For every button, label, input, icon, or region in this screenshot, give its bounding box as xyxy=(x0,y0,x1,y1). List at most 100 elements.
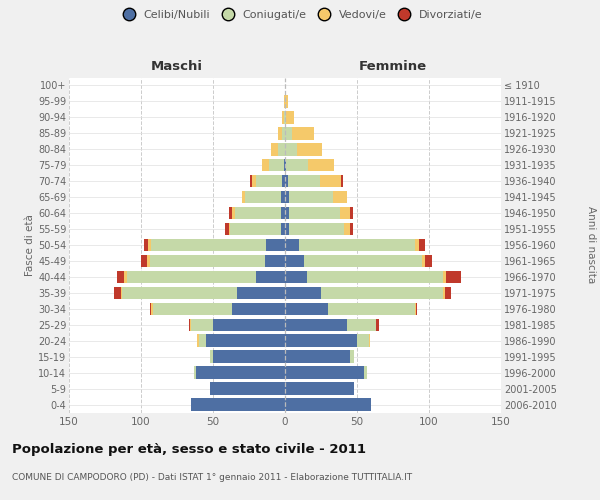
Bar xyxy=(149,254,265,267)
Bar xyxy=(425,254,432,267)
Bar xyxy=(213,318,285,331)
Bar xyxy=(147,254,149,267)
Bar xyxy=(443,286,445,299)
Bar xyxy=(307,270,443,283)
Bar xyxy=(144,239,148,251)
Bar xyxy=(224,223,229,235)
Bar xyxy=(286,111,293,124)
Bar xyxy=(265,254,285,267)
Bar xyxy=(269,159,284,172)
Bar xyxy=(191,398,285,410)
Bar xyxy=(151,302,152,315)
Bar xyxy=(350,350,354,363)
Bar xyxy=(152,302,232,315)
Bar xyxy=(188,318,190,331)
Bar xyxy=(285,143,296,156)
Bar xyxy=(289,223,344,235)
Text: Popolazione per età, sesso e stato civile - 2011: Popolazione per età, sesso e stato civil… xyxy=(12,442,366,456)
Bar xyxy=(127,270,256,283)
Bar xyxy=(419,239,425,251)
Bar xyxy=(210,382,285,395)
Bar xyxy=(197,334,199,347)
Bar xyxy=(415,302,416,315)
Bar xyxy=(285,254,304,267)
Bar xyxy=(320,175,341,188)
Bar xyxy=(262,159,269,172)
Bar xyxy=(206,334,285,347)
Bar xyxy=(210,350,213,363)
Bar xyxy=(285,318,347,331)
Bar xyxy=(196,366,285,379)
Bar xyxy=(284,159,285,172)
Bar xyxy=(443,270,446,283)
Bar xyxy=(364,366,367,379)
Bar xyxy=(357,334,368,347)
Text: Femmine: Femmine xyxy=(359,60,427,72)
Bar xyxy=(285,366,364,379)
Bar xyxy=(229,223,230,235)
Bar xyxy=(191,318,213,331)
Bar xyxy=(415,239,419,251)
Bar xyxy=(350,223,353,235)
Bar xyxy=(285,95,288,108)
Bar xyxy=(149,302,151,315)
Bar xyxy=(256,270,285,283)
Bar xyxy=(266,239,285,251)
Bar xyxy=(213,350,285,363)
Bar xyxy=(285,191,289,203)
Bar xyxy=(271,143,278,156)
Bar xyxy=(344,223,350,235)
Bar xyxy=(368,334,370,347)
Bar xyxy=(347,318,376,331)
Bar xyxy=(422,254,425,267)
Bar xyxy=(416,302,418,315)
Bar xyxy=(284,111,285,124)
Bar xyxy=(328,302,415,315)
Bar xyxy=(286,159,308,172)
Bar xyxy=(285,159,286,172)
Bar xyxy=(296,143,322,156)
Bar xyxy=(341,175,343,188)
Bar xyxy=(285,286,321,299)
Bar xyxy=(285,207,289,220)
Bar xyxy=(238,286,285,299)
Text: COMUNE DI CAMPODORO (PD) - Dati ISTAT 1° gennaio 2011 - Elaborazione TUTTITALIA.: COMUNE DI CAMPODORO (PD) - Dati ISTAT 1°… xyxy=(12,472,412,482)
Bar xyxy=(190,318,191,331)
Bar xyxy=(445,286,451,299)
Bar xyxy=(122,286,238,299)
Bar xyxy=(308,159,334,172)
Bar xyxy=(292,127,314,140)
Y-axis label: Fasce di età: Fasce di età xyxy=(25,214,35,276)
Bar xyxy=(376,318,379,331)
Bar xyxy=(321,286,443,299)
Bar xyxy=(285,270,307,283)
Bar xyxy=(278,127,282,140)
Bar xyxy=(148,239,151,251)
Bar xyxy=(285,127,292,140)
Text: Maschi: Maschi xyxy=(151,60,203,72)
Bar xyxy=(340,207,350,220)
Bar xyxy=(289,191,332,203)
Bar xyxy=(250,175,252,188)
Bar xyxy=(242,191,245,203)
Bar xyxy=(289,207,340,220)
Bar xyxy=(232,207,235,220)
Bar xyxy=(299,239,415,251)
Bar xyxy=(282,127,285,140)
Bar xyxy=(350,207,353,220)
Text: Anni di nascita: Anni di nascita xyxy=(586,206,596,284)
Bar xyxy=(281,207,285,220)
Bar xyxy=(281,223,285,235)
Bar xyxy=(232,302,285,315)
Bar xyxy=(278,143,285,156)
Bar xyxy=(252,175,256,188)
Bar xyxy=(285,334,357,347)
Bar xyxy=(245,191,281,203)
Bar xyxy=(285,175,288,188)
Bar xyxy=(121,286,122,299)
Bar xyxy=(194,366,196,379)
Bar xyxy=(446,270,461,283)
Bar xyxy=(256,175,282,188)
Bar xyxy=(116,270,124,283)
Bar xyxy=(285,350,350,363)
